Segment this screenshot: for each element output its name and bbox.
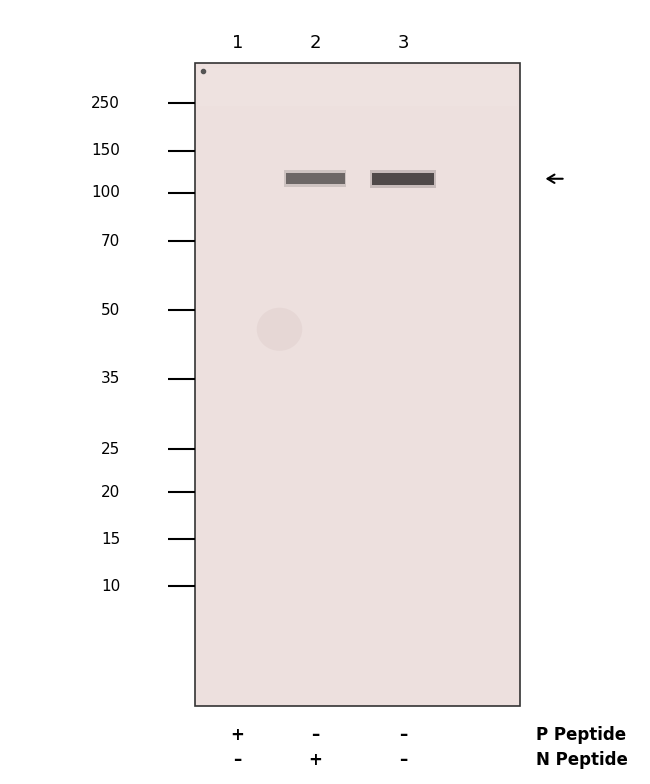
- Text: 35: 35: [101, 371, 120, 387]
- Bar: [198, 68, 517, 106]
- Text: 15: 15: [101, 532, 120, 547]
- Bar: [286, 173, 344, 184]
- Text: 100: 100: [92, 185, 120, 201]
- Text: +: +: [308, 752, 322, 769]
- Text: 1: 1: [231, 34, 243, 52]
- Bar: [370, 169, 436, 187]
- Text: 250: 250: [92, 96, 120, 111]
- Text: 25: 25: [101, 441, 120, 457]
- Bar: [195, 63, 520, 706]
- Text: 20: 20: [101, 485, 120, 500]
- Bar: [284, 170, 346, 187]
- Ellipse shape: [257, 308, 302, 351]
- Text: 150: 150: [92, 143, 120, 158]
- Text: P Peptide: P Peptide: [536, 727, 627, 744]
- Bar: [372, 173, 434, 185]
- Text: –: –: [399, 727, 407, 744]
- Text: 50: 50: [101, 303, 120, 318]
- Text: 10: 10: [101, 579, 120, 594]
- Text: N Peptide: N Peptide: [536, 752, 628, 769]
- Text: –: –: [311, 727, 319, 744]
- Text: –: –: [233, 752, 241, 769]
- Text: –: –: [399, 752, 407, 769]
- Text: 3: 3: [397, 34, 409, 52]
- Text: 2: 2: [309, 34, 321, 52]
- Text: +: +: [230, 727, 244, 744]
- Text: 70: 70: [101, 234, 120, 249]
